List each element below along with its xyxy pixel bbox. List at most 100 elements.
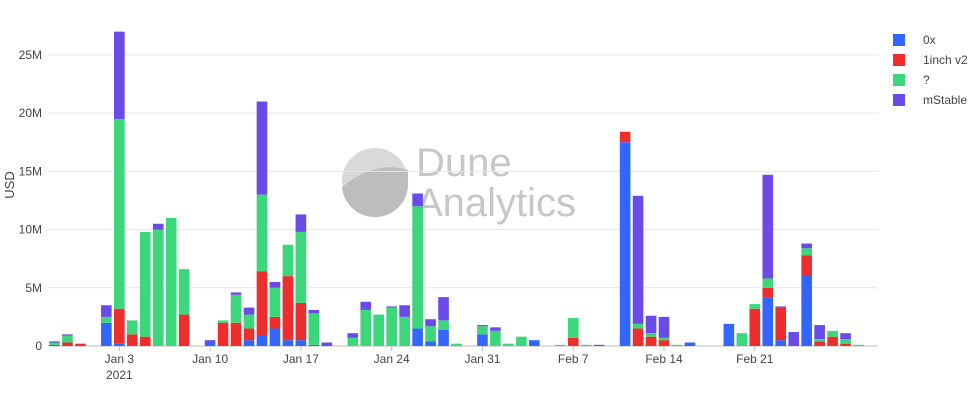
bar-segment[interactable]	[62, 335, 73, 343]
bar-segment[interactable]	[256, 101, 268, 195]
bar-segment[interactable]	[282, 276, 294, 341]
bar-segment[interactable]	[477, 334, 488, 346]
bar-segment[interactable]	[827, 330, 838, 337]
bar-segment[interactable]	[658, 337, 670, 341]
bar-segment[interactable]	[412, 193, 423, 207]
bar-segment[interactable]	[373, 314, 385, 346]
bar-segment[interactable]	[269, 328, 281, 346]
bar-segment[interactable]	[477, 326, 488, 335]
bar-segment[interactable]	[775, 307, 787, 341]
bar-segment[interactable]	[438, 329, 449, 346]
bar-segment[interactable]	[814, 325, 825, 340]
legend-item-mstable[interactable]: mStable	[893, 90, 968, 110]
bar-segment[interactable]	[178, 269, 190, 315]
bar-segment[interactable]	[567, 337, 579, 346]
bar-segment[interactable]	[827, 336, 838, 346]
legend-item-unknown[interactable]: ?	[893, 70, 968, 90]
bar-segment[interactable]	[399, 305, 410, 317]
bar-segment[interactable]	[62, 342, 73, 346]
bar-segment[interactable]	[801, 255, 812, 275]
bar-segment[interactable]	[749, 308, 761, 346]
bar-segment[interactable]	[321, 342, 333, 346]
bar-segment[interactable]	[762, 297, 774, 346]
bar-segment[interactable]	[554, 344, 566, 346]
bar-segment[interactable]	[308, 309, 320, 314]
bar-segment[interactable]	[49, 344, 60, 346]
bar-segment[interactable]	[256, 271, 268, 336]
bar-segment[interactable]	[269, 316, 281, 329]
bar-segment[interactable]	[101, 316, 112, 323]
bar-segment[interactable]	[114, 308, 125, 344]
bar-segment[interactable]	[425, 326, 436, 342]
bar-segment[interactable]	[217, 320, 229, 323]
bar-segment[interactable]	[490, 330, 501, 346]
bar-segment[interactable]	[503, 343, 514, 346]
legend-item-1inch-v2[interactable]: 1inch v2	[893, 50, 968, 70]
bar-segment[interactable]	[632, 328, 644, 346]
bar-segment[interactable]	[658, 316, 670, 338]
bar-segment[interactable]	[438, 297, 449, 321]
bar-segment[interactable]	[295, 214, 307, 232]
bar-segment[interactable]	[360, 309, 372, 346]
bar-segment[interactable]	[801, 243, 812, 249]
bar-segment[interactable]	[139, 231, 151, 337]
bar-segment[interactable]	[840, 339, 851, 344]
bar-segment[interactable]	[736, 333, 748, 346]
bar-segment[interactable]	[762, 287, 774, 298]
bar-segment[interactable]	[347, 333, 359, 338]
bar-segment[interactable]	[347, 337, 359, 346]
bar-segment[interactable]	[619, 131, 631, 143]
bar-segment[interactable]	[139, 336, 151, 346]
bar-segment[interactable]	[386, 307, 397, 346]
bar-segment[interactable]	[101, 322, 112, 346]
bar-segment[interactable]	[490, 327, 501, 331]
bar-segment[interactable]	[775, 306, 787, 308]
bar-segment[interactable]	[49, 341, 60, 343]
bar-segment[interactable]	[230, 294, 242, 323]
bar-segment[interactable]	[126, 320, 138, 335]
bar-segment[interactable]	[114, 118, 125, 309]
bar-segment[interactable]	[762, 174, 774, 279]
bar-segment[interactable]	[425, 319, 436, 327]
bar-segment[interactable]	[243, 307, 255, 315]
bar-segment[interactable]	[75, 343, 86, 346]
bar-segment[interactable]	[308, 313, 320, 345]
bar-segment[interactable]	[412, 328, 423, 346]
bar-segment[interactable]	[308, 344, 320, 346]
bar-segment[interactable]	[516, 336, 527, 346]
bar-segment[interactable]	[114, 343, 125, 346]
bar-segment[interactable]	[775, 340, 787, 346]
bar-segment[interactable]	[840, 333, 851, 340]
bar-segment[interactable]	[438, 320, 449, 330]
bar-segment[interactable]	[243, 328, 255, 341]
bar-segment[interactable]	[386, 306, 397, 308]
bar-segment[interactable]	[801, 248, 812, 256]
bar-segment[interactable]	[269, 281, 281, 288]
bar-segment[interactable]	[165, 217, 177, 346]
bar-segment[interactable]	[256, 194, 268, 272]
bar-segment[interactable]	[101, 305, 112, 317]
bar-segment[interactable]	[749, 304, 761, 309]
bar-segment[interactable]	[593, 344, 605, 346]
bar-segment[interactable]	[152, 229, 164, 346]
bar-segment[interactable]	[580, 344, 592, 346]
bar-segment[interactable]	[243, 314, 255, 329]
bar-segment[interactable]	[658, 340, 670, 346]
bar-segment[interactable]	[126, 334, 138, 346]
bar-segment[interactable]	[645, 333, 657, 337]
bar-segment[interactable]	[801, 274, 812, 346]
bar-segment[interactable]	[762, 278, 774, 288]
bar-segment[interactable]	[204, 340, 216, 343]
bar-segment[interactable]	[840, 343, 851, 346]
legend-item-0x[interactable]: 0x	[893, 30, 968, 50]
bar-segment[interactable]	[412, 206, 423, 329]
bar-segment[interactable]	[62, 334, 73, 336]
bar-segment[interactable]	[269, 287, 281, 317]
bar-segment[interactable]	[49, 342, 60, 345]
bar-segment[interactable]	[814, 339, 825, 342]
bar-segment[interactable]	[671, 344, 683, 346]
bar-segment[interactable]	[632, 323, 644, 329]
bar-segment[interactable]	[632, 195, 644, 324]
bar-segment[interactable]	[230, 292, 242, 295]
bar-segment[interactable]	[788, 332, 800, 346]
